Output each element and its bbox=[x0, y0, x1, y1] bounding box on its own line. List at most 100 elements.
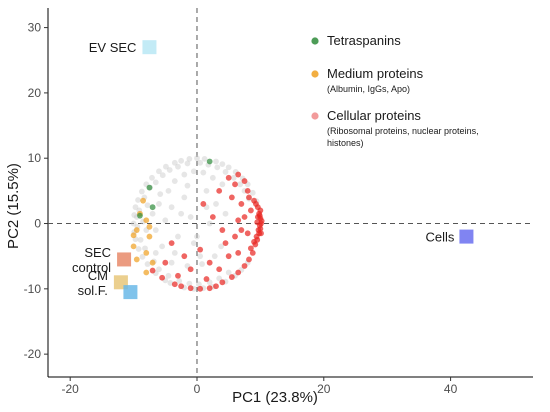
sample-marker bbox=[123, 285, 138, 300]
y-tick-label: -10 bbox=[24, 282, 42, 296]
other-proteins-point bbox=[144, 202, 151, 209]
y-tick-label: 10 bbox=[28, 151, 42, 165]
other-proteins-point bbox=[209, 174, 216, 181]
legend-sublabel: (Ribosomal proteins, nuclear proteins, bbox=[327, 126, 479, 136]
cellular-proteins-point bbox=[206, 285, 213, 292]
cellular-proteins-point bbox=[238, 227, 245, 233]
other-proteins-point bbox=[159, 243, 166, 250]
other-proteins-point bbox=[157, 191, 164, 198]
other-proteins-point bbox=[206, 220, 213, 227]
cellular-proteins-point bbox=[253, 233, 260, 240]
sample-label: Cells bbox=[426, 230, 455, 245]
sample-label: control bbox=[72, 260, 111, 275]
other-proteins-point bbox=[213, 201, 219, 207]
other-proteins-point bbox=[137, 236, 144, 243]
cellular-proteins-point bbox=[251, 238, 257, 245]
cellular-proteins-point bbox=[209, 214, 216, 220]
other-proteins-point bbox=[197, 159, 204, 166]
other-proteins-point bbox=[162, 217, 169, 224]
other-proteins-point bbox=[152, 227, 159, 233]
cellular-proteins-point bbox=[249, 250, 256, 256]
medium-proteins-point bbox=[149, 259, 156, 266]
medium-proteins-point bbox=[146, 223, 153, 230]
other-proteins-point bbox=[171, 250, 178, 256]
legend-sublabel: (Albumin, IgGs, Apo) bbox=[327, 84, 410, 94]
other-proteins-point bbox=[194, 233, 200, 240]
other-proteins-point bbox=[139, 253, 146, 260]
cellular-proteins-point bbox=[203, 276, 210, 282]
other-proteins-point bbox=[225, 164, 232, 171]
sample-label: SEC bbox=[84, 245, 111, 260]
medium-proteins-point bbox=[140, 197, 146, 204]
other-proteins-point bbox=[184, 160, 191, 167]
data-points bbox=[130, 155, 265, 292]
other-proteins-point bbox=[130, 220, 137, 227]
cellular-proteins-point bbox=[159, 274, 166, 281]
medium-proteins-point bbox=[143, 250, 150, 256]
cellular-proteins-point bbox=[241, 263, 248, 269]
cellular-proteins-point bbox=[187, 266, 194, 273]
other-proteins-point bbox=[219, 181, 226, 188]
x-tick-label: 40 bbox=[444, 382, 458, 396]
other-proteins-point bbox=[132, 204, 139, 211]
sample-marker bbox=[459, 229, 474, 244]
cellular-proteins-point bbox=[235, 217, 242, 224]
other-proteins-point bbox=[168, 204, 175, 211]
cellular-proteins-point bbox=[256, 212, 263, 219]
tetraspanins-point bbox=[206, 158, 213, 165]
cellular-proteins-point bbox=[149, 267, 156, 274]
other-proteins-point bbox=[187, 214, 194, 220]
cellular-proteins-point bbox=[219, 279, 226, 286]
other-proteins-point bbox=[225, 269, 232, 276]
cellular-proteins-point bbox=[168, 240, 175, 247]
other-proteins-point bbox=[142, 245, 148, 252]
other-proteins-point bbox=[166, 167, 173, 173]
other-proteins-point bbox=[176, 278, 183, 284]
legend-sublabel: histones) bbox=[327, 138, 364, 148]
other-proteins-point bbox=[201, 155, 208, 162]
other-proteins-point bbox=[195, 281, 202, 288]
other-proteins-point bbox=[216, 275, 223, 282]
other-proteins-point bbox=[213, 158, 219, 165]
other-proteins-point bbox=[199, 261, 205, 267]
cellular-proteins-point bbox=[253, 201, 259, 207]
other-proteins-point bbox=[181, 171, 188, 178]
cellular-proteins-point bbox=[235, 269, 242, 276]
other-proteins-point bbox=[178, 157, 185, 164]
cellular-proteins-point bbox=[244, 230, 251, 237]
other-proteins-point bbox=[194, 155, 200, 162]
x-tick-label: -20 bbox=[62, 382, 80, 396]
medium-proteins-point bbox=[133, 256, 140, 263]
other-proteins-point bbox=[222, 210, 229, 217]
other-proteins-point bbox=[211, 253, 218, 260]
other-proteins-point bbox=[186, 155, 193, 162]
legend-label: Medium proteins bbox=[327, 66, 424, 81]
y-tick-label: 0 bbox=[34, 217, 41, 231]
y-axis-title: PC2 (15.5%) bbox=[5, 163, 22, 249]
cellular-proteins-point bbox=[258, 218, 265, 224]
cellular-proteins-point bbox=[219, 227, 226, 233]
cellular-proteins-point bbox=[235, 171, 242, 178]
cellular-proteins-point bbox=[241, 178, 248, 184]
cellular-proteins-point bbox=[235, 250, 242, 256]
other-proteins-point bbox=[159, 172, 166, 179]
other-proteins-point bbox=[156, 266, 162, 273]
legend-marker bbox=[311, 70, 319, 78]
tetraspanins-point bbox=[149, 204, 156, 211]
other-proteins-point bbox=[222, 169, 229, 175]
cellular-proteins-point bbox=[197, 285, 204, 292]
cellular-proteins-point bbox=[246, 194, 252, 201]
tetraspanins-point bbox=[137, 212, 143, 219]
y-tick-label: -20 bbox=[24, 347, 42, 361]
legend-marker bbox=[311, 112, 319, 120]
cellular-proteins-point bbox=[241, 214, 248, 220]
other-proteins-point bbox=[156, 168, 162, 175]
other-proteins-point bbox=[203, 187, 210, 194]
cellular-proteins-point bbox=[246, 256, 252, 263]
other-proteins-point bbox=[135, 197, 141, 203]
legend-marker bbox=[311, 37, 319, 45]
other-proteins-point bbox=[165, 187, 172, 194]
other-proteins-point bbox=[152, 179, 159, 186]
x-tick-label: 20 bbox=[317, 382, 331, 396]
